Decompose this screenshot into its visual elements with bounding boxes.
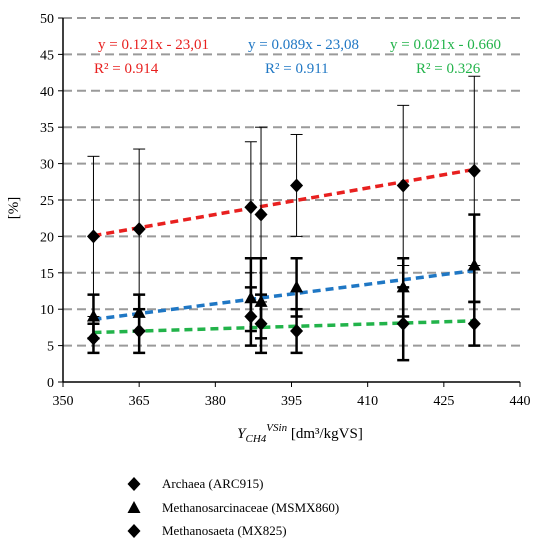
legend-entry: Archaea (ARC915): [162, 476, 263, 491]
y-tick-label: 25: [40, 194, 54, 209]
data-point-diamond: [127, 477, 141, 491]
data-point-diamond: [244, 200, 258, 215]
trend-lines: [93, 167, 475, 335]
y-tick-label: 35: [40, 121, 54, 136]
y-tick-label: 5: [47, 340, 54, 355]
trend-line: [93, 268, 475, 322]
trend-r-squared: R² = 0.326: [416, 61, 481, 77]
data-point-triangle: [290, 280, 304, 293]
x-tick-label: 380: [205, 394, 226, 409]
axes: [58, 17, 521, 387]
trend-r-squared: R² = 0.914: [94, 61, 159, 77]
error-bars: [87, 75, 481, 362]
y-tick-label: 10: [40, 303, 54, 318]
data-point-diamond: [86, 331, 100, 346]
x-tick-label: 425: [433, 394, 454, 409]
y-tick-label: 50: [40, 12, 54, 27]
data-point-diamond: [396, 316, 410, 331]
x-tick-label: 395: [281, 394, 302, 409]
x-axis-label-sup: VSin: [266, 422, 287, 434]
equations: y = 0.121x - 23,01 R² = 0.914 y = 0.089x -…: [94, 37, 501, 77]
data-point-diamond: [290, 178, 304, 193]
trend-equation: y = 0.021x - 0.660: [390, 37, 501, 53]
x-tick-label: 410: [357, 394, 378, 409]
y-tick-label: 45: [40, 48, 54, 63]
y-tick-label: 0: [47, 376, 54, 391]
data-point-triangle: [132, 305, 146, 318]
data-point-diamond: [254, 207, 268, 222]
y-axis-label: [%]: [6, 197, 22, 220]
x-tick-label: 350: [53, 394, 74, 409]
tick-labels: 0 5 10 15 20 25 30 35 40 45 50 350 365 380 395 410 425 44…: [40, 12, 531, 409]
data-point-triangle: [127, 501, 141, 513]
trend-equation: y = 0.121x - 23,01: [98, 37, 209, 53]
data-point-diamond: [467, 163, 481, 178]
y-tick-label: 40: [40, 85, 54, 100]
x-axis-label-main: Y: [237, 426, 247, 442]
data-point-diamond: [467, 316, 481, 331]
trend-equation: y = 0.089x - 23,08: [248, 37, 359, 53]
x-axis-label: YCH4VSin [dm³/kgVS]: [237, 422, 363, 445]
data-point-diamond: [127, 524, 141, 538]
legend: Archaea (ARC915) Methanosarcinaceae (MSMX…: [127, 476, 339, 538]
x-axis-label-sub: CH4: [246, 433, 267, 445]
trend-line: [93, 319, 475, 335]
data-point-triangle: [467, 258, 481, 271]
x-axis-label-unit: [dm³/kgVS]: [287, 426, 363, 442]
trend-r-squared: R² = 0.911: [265, 61, 329, 77]
x-tick-label: 440: [510, 394, 531, 409]
data-point-triangle: [244, 291, 258, 304]
data-point-triangle: [396, 280, 410, 293]
data-point-diamond: [132, 324, 146, 339]
data-point-diamond: [86, 229, 100, 244]
data-point-diamond: [244, 309, 258, 324]
y-tick-label: 15: [40, 267, 54, 282]
legend-entry: Methanosarcinaceae (MSMX860): [162, 500, 339, 515]
data-points: [86, 163, 481, 346]
x-tick-label: 365: [129, 394, 150, 409]
legend-entry: Methanosaeta (MX825): [162, 523, 287, 538]
y-tick-label: 20: [40, 230, 54, 245]
data-point-triangle: [86, 309, 100, 322]
trend-line: [93, 167, 475, 238]
data-point-triangle: [254, 294, 268, 307]
data-point-diamond: [254, 316, 268, 331]
data-point-diamond: [396, 178, 410, 193]
data-point-diamond: [290, 324, 304, 339]
data-point-diamond: [132, 222, 146, 237]
y-tick-label: 30: [40, 158, 54, 173]
